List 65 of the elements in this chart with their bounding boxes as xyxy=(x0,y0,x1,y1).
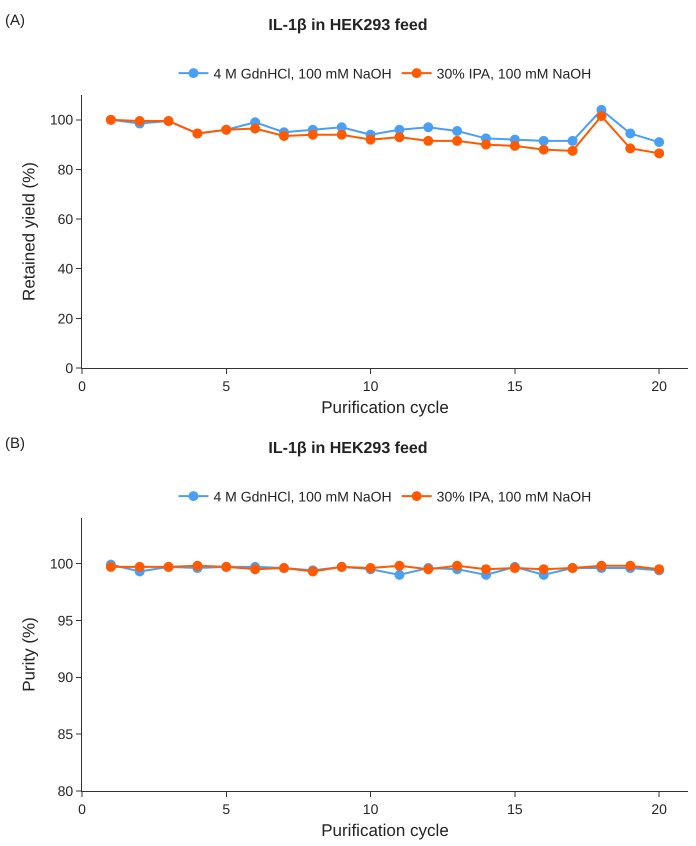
point xyxy=(366,134,376,145)
text: (A) xyxy=(5,12,25,29)
point xyxy=(625,128,636,138)
chart-title: IL-1β in HEK293 feed xyxy=(268,17,428,34)
point xyxy=(394,560,404,571)
chart-title: IL-1β in HEK293 feed xyxy=(268,440,428,458)
point xyxy=(394,570,404,580)
x-axis-title: Purification cycle xyxy=(321,821,449,840)
point xyxy=(423,122,434,132)
point xyxy=(481,564,491,574)
y-tick-label: 80 xyxy=(58,161,74,178)
y-tick-label: 100 xyxy=(50,555,74,572)
point xyxy=(452,136,462,146)
legend-label: 30% IPA, 100 mM NaOH xyxy=(436,488,592,505)
x-axis-title: Purification cycle xyxy=(321,398,449,418)
y-tick-label: 90 xyxy=(58,669,74,686)
legend-label: 4 M GdnHCl, 100 mM NaOH xyxy=(214,488,392,505)
y-tick-label: 0 xyxy=(65,360,74,376)
x-tick-label: 20 xyxy=(651,800,668,817)
point xyxy=(538,136,549,146)
point xyxy=(452,560,462,571)
legend-label: 4 M GdnHCl, 100 mM NaOH xyxy=(214,66,392,82)
x-tick-label: 10 xyxy=(362,800,379,817)
text: (B) xyxy=(5,435,25,452)
point xyxy=(538,564,549,574)
point xyxy=(481,140,491,150)
point xyxy=(568,136,578,146)
point xyxy=(568,146,578,156)
point xyxy=(423,136,434,146)
point xyxy=(625,143,636,154)
x-tick-label: 5 xyxy=(222,378,230,394)
point xyxy=(510,140,520,151)
y-tick-label: 20 xyxy=(58,310,74,326)
x-tick-label: 5 xyxy=(222,800,230,817)
point xyxy=(596,111,606,122)
point xyxy=(134,116,145,126)
point xyxy=(192,560,202,571)
point xyxy=(336,130,347,140)
y-tick-label: 60 xyxy=(58,210,74,227)
y-tick-label: 100 xyxy=(50,112,74,128)
point xyxy=(452,126,462,136)
x-tick-label: 15 xyxy=(507,800,523,817)
point xyxy=(394,132,404,142)
point xyxy=(596,560,606,571)
y-axis-title: Purity (%) xyxy=(19,617,38,692)
y-tick-label: 40 xyxy=(58,260,74,277)
point xyxy=(250,124,260,134)
x-tick-label: 20 xyxy=(651,378,668,394)
point xyxy=(308,130,318,140)
x-tick-label: 15 xyxy=(507,378,523,394)
y-axis-title: Retained yield (%) xyxy=(19,162,38,301)
legend-label: 30% IPA, 100 mM NaOH xyxy=(436,66,592,82)
point xyxy=(279,130,289,141)
x-tick-label: 0 xyxy=(78,800,86,817)
point xyxy=(134,562,145,572)
point xyxy=(625,560,636,571)
x-tick-label: 0 xyxy=(78,378,86,394)
y-tick-label: 85 xyxy=(58,726,74,742)
y-tick-label: 95 xyxy=(58,612,74,628)
point xyxy=(654,148,664,158)
x-tick-label: 10 xyxy=(362,378,379,394)
point xyxy=(538,144,549,155)
y-tick-label: 80 xyxy=(58,782,74,799)
point xyxy=(250,564,260,574)
point xyxy=(654,137,664,148)
